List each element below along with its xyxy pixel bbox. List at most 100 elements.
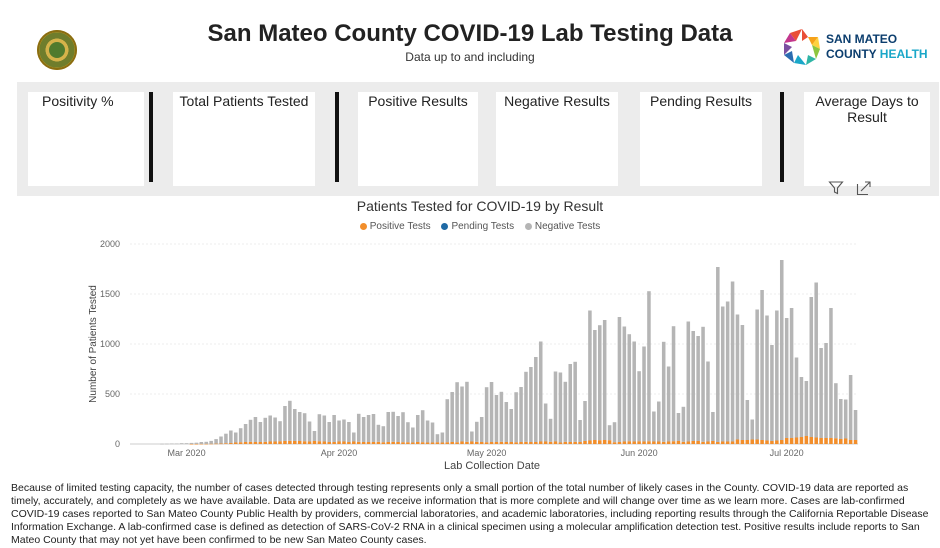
bar-positive[interactable] — [293, 441, 297, 444]
bar-positive[interactable] — [573, 441, 577, 444]
bar-positive[interactable] — [706, 441, 710, 445]
bar-negative[interactable] — [622, 326, 627, 442]
bar-positive[interactable] — [312, 441, 317, 444]
bar-negative[interactable] — [317, 414, 322, 442]
bar-positive[interactable] — [435, 442, 440, 444]
bar-negative[interactable] — [829, 308, 833, 438]
bar-negative[interactable] — [735, 314, 740, 440]
bar-positive[interactable] — [799, 437, 804, 444]
bar-negative[interactable] — [489, 382, 494, 442]
bar-negative[interactable] — [612, 422, 617, 443]
bar-positive[interactable] — [548, 441, 553, 444]
bar-positive[interactable] — [440, 442, 445, 445]
bar-negative[interactable] — [839, 399, 843, 439]
bar-negative[interactable] — [632, 341, 636, 442]
bar-negative[interactable] — [514, 392, 518, 443]
bar-negative[interactable] — [627, 334, 632, 442]
bar-negative[interactable] — [588, 310, 592, 441]
bar-negative[interactable] — [848, 375, 853, 440]
bar-negative[interactable] — [174, 443, 179, 445]
bar-negative[interactable] — [475, 421, 479, 442]
bar-negative[interactable] — [460, 386, 464, 442]
bar-positive[interactable] — [283, 441, 287, 444]
kpi-card-positivity[interactable]: Positivity % — [28, 92, 144, 186]
bar-negative[interactable] — [342, 419, 346, 442]
bar-positive[interactable] — [450, 442, 454, 444]
bar-negative[interactable] — [519, 387, 523, 442]
bar-positive[interactable] — [686, 441, 691, 445]
bar-negative[interactable] — [686, 321, 691, 442]
bar-positive[interactable] — [411, 442, 415, 445]
bar-negative[interactable] — [647, 291, 651, 442]
bar-negative[interactable] — [652, 411, 656, 442]
bar-negative[interactable] — [784, 318, 789, 438]
bar-positive[interactable] — [460, 441, 464, 445]
bar-negative[interactable] — [352, 432, 356, 442]
bar-positive[interactable] — [470, 441, 474, 445]
bar-positive[interactable] — [696, 441, 700, 444]
filter-icon[interactable] — [828, 180, 844, 196]
bar-negative[interactable] — [337, 420, 341, 442]
bar-positive[interactable] — [720, 441, 725, 445]
bar-positive[interactable] — [425, 442, 430, 445]
bar-positive[interactable] — [391, 441, 395, 444]
bar-negative[interactable] — [524, 371, 528, 442]
bar-positive[interactable] — [322, 441, 327, 445]
bar-negative[interactable] — [440, 432, 445, 443]
bar-negative[interactable] — [184, 443, 189, 444]
bar-positive[interactable] — [563, 441, 568, 444]
bar-negative[interactable] — [479, 417, 484, 442]
bar-positive[interactable] — [248, 441, 253, 444]
bar-negative[interactable] — [204, 441, 209, 444]
bar-positive[interactable] — [524, 441, 528, 444]
bar-negative[interactable] — [366, 415, 371, 442]
bar-positive[interactable] — [760, 440, 764, 444]
bar-positive[interactable] — [396, 442, 400, 444]
bar-negative[interactable] — [415, 415, 420, 442]
bar-negative[interactable] — [755, 309, 759, 440]
bar-positive[interactable] — [711, 441, 715, 444]
bar-positive[interactable] — [352, 441, 356, 445]
bar-negative[interactable] — [465, 381, 469, 442]
bar-positive[interactable] — [475, 441, 479, 444]
bar-negative[interactable] — [435, 434, 440, 443]
bar-negative[interactable] — [568, 364, 573, 442]
bar-negative[interactable] — [406, 422, 410, 443]
bar-negative[interactable] — [273, 417, 277, 442]
bar-negative[interactable] — [789, 308, 794, 438]
bar-positive[interactable] — [534, 442, 538, 444]
bar-positive[interactable] — [642, 441, 646, 445]
bar-negative[interactable] — [214, 439, 218, 444]
bar-negative[interactable] — [293, 409, 297, 441]
bar-positive[interactable] — [804, 436, 809, 444]
bar-negative[interactable] — [563, 381, 568, 442]
bar-positive[interactable] — [406, 442, 410, 444]
bar-positive[interactable] — [327, 442, 331, 444]
bar-negative[interactable] — [607, 425, 612, 441]
bar-positive[interactable] — [657, 441, 661, 445]
bar-negative[interactable] — [765, 315, 769, 441]
bar-positive[interactable] — [775, 440, 779, 445]
bar-negative[interactable] — [671, 326, 676, 442]
bar-positive[interactable] — [602, 440, 607, 444]
bar-positive[interactable] — [848, 440, 853, 444]
legend-item-pending[interactable]: Pending Tests — [441, 221, 514, 232]
bar-negative[interactable] — [716, 267, 720, 442]
bar-positive[interactable] — [745, 440, 750, 444]
bar-positive[interactable] — [238, 442, 243, 444]
bar-positive[interactable] — [843, 438, 848, 445]
bar-negative[interactable] — [179, 443, 184, 444]
bar-negative[interactable] — [248, 419, 253, 442]
bar-positive[interactable] — [612, 442, 617, 444]
bar-positive[interactable] — [553, 441, 558, 445]
bar-positive[interactable] — [750, 439, 755, 445]
bar-positive[interactable] — [652, 441, 656, 445]
bar-positive[interactable] — [701, 441, 705, 444]
bar-positive[interactable] — [671, 441, 676, 444]
bar-negative[interactable] — [661, 341, 666, 442]
bar-positive[interactable] — [233, 442, 238, 445]
bar-positive[interactable] — [519, 442, 523, 444]
bar-negative[interactable] — [730, 281, 735, 442]
bar-positive[interactable] — [332, 442, 336, 444]
kpi-card-positive[interactable]: Positive Results — [358, 92, 478, 186]
